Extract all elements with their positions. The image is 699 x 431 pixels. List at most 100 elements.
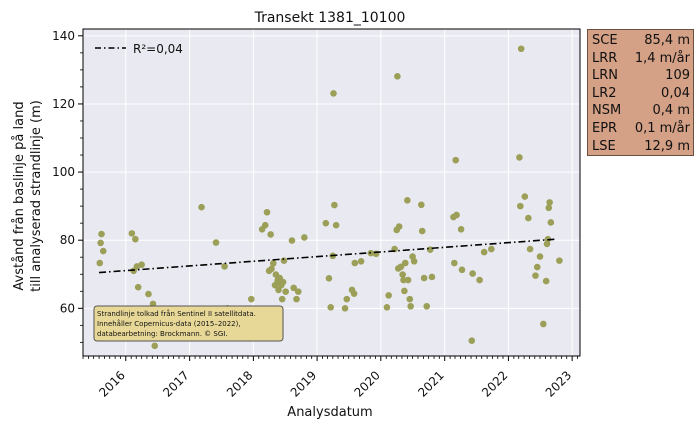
stat-key: LR2 <box>592 85 617 101</box>
data-point <box>99 247 107 255</box>
stat-value: 1,4 m/år <box>634 50 690 66</box>
stat-row-lse: LSE 12,9 m <box>592 138 693 156</box>
legend: R²=0,04 <box>95 42 183 56</box>
stat-row-sce: SCE 85,4 m <box>592 32 693 50</box>
data-point <box>288 237 296 244</box>
statistics-box: SCE 85,4 m LRR 1,4 m/år LRN 109 LR2 0,04… <box>587 29 694 156</box>
y-axis: 60 80 100 120 140 <box>52 29 83 343</box>
data-point <box>521 193 529 200</box>
data-point <box>128 230 136 237</box>
y-tick-label: 60 <box>60 301 75 315</box>
trend-line-path <box>99 238 557 274</box>
data-point <box>134 283 142 291</box>
data-point <box>517 45 525 53</box>
data-point <box>401 287 408 295</box>
data-point <box>385 292 392 299</box>
data-point <box>267 231 274 238</box>
stat-key: NSM <box>592 103 622 119</box>
data-point <box>151 342 159 350</box>
data-point <box>452 156 460 164</box>
data-point <box>540 320 547 328</box>
data-point <box>212 239 220 246</box>
data-point <box>261 221 269 229</box>
data-point <box>458 266 466 274</box>
data-point <box>97 239 104 247</box>
data-point <box>294 288 302 295</box>
stat-key: SCE <box>592 33 618 48</box>
stat-row-epr: EPR 0,1 m/år <box>592 120 693 138</box>
data-point <box>469 270 476 277</box>
data-point <box>516 154 523 161</box>
stat-value: 12,9 m <box>644 138 690 154</box>
data-point <box>406 295 414 303</box>
data-point <box>453 211 460 219</box>
data-point <box>418 201 425 209</box>
y-tick-label: 80 <box>60 233 75 247</box>
data-point <box>547 219 555 226</box>
data-point <box>221 263 228 270</box>
stat-row-lrn: LRN 109 <box>592 67 693 85</box>
x-tick-label: 2017 <box>160 368 191 399</box>
data-point <box>132 235 139 243</box>
data-point <box>301 234 308 241</box>
source-note-line-1: Strandlinje tolkad från Sentinel II sate… <box>97 309 256 318</box>
data-point <box>428 273 436 281</box>
data-point <box>536 253 544 260</box>
y-tick-label: 140 <box>52 29 75 43</box>
data-point <box>457 225 465 233</box>
y-tick-label: 100 <box>52 165 75 179</box>
data-point <box>350 290 358 297</box>
data-point <box>279 278 287 286</box>
data-point <box>247 295 255 303</box>
data-point <box>394 73 401 80</box>
data-point <box>98 230 105 238</box>
x-axis: 2016 2017 2018 2019 2020 2021 2022 2023 <box>82 356 578 400</box>
data-point <box>410 258 418 265</box>
data-point <box>341 305 349 312</box>
data-point <box>418 227 426 235</box>
data-point <box>476 276 483 284</box>
stat-value: 0,1 m/år <box>634 120 690 136</box>
data-point <box>423 302 431 310</box>
data-point <box>400 276 407 284</box>
stat-key: LSE <box>592 138 616 154</box>
x-tick-label: 2023 <box>543 368 574 399</box>
data-point <box>138 261 145 269</box>
x-tick-label: 2018 <box>224 368 255 399</box>
data-point <box>322 219 330 227</box>
data-points <box>96 45 563 350</box>
data-point <box>546 199 553 206</box>
data-point <box>407 302 414 310</box>
stat-row-lr2: LR2 0,04 <box>592 85 693 103</box>
data-point <box>327 303 335 311</box>
stat-value: 0,4 m <box>652 103 690 119</box>
trend-line <box>99 238 557 274</box>
stat-key: LRR <box>592 50 618 66</box>
data-point <box>293 295 300 303</box>
data-point <box>330 90 337 97</box>
plot-frame <box>82 28 581 357</box>
data-point <box>532 272 539 279</box>
y-axis-label-line-1: Avstånd från baslinje på land <box>12 101 27 290</box>
stat-key: EPR <box>592 120 618 136</box>
stat-key: LRN <box>592 68 618 84</box>
chart-title: Transekt 1381_10100 <box>254 10 406 26</box>
source-note: Strandlinje tolkad från Sentinel II sate… <box>93 305 284 342</box>
data-point <box>545 204 553 212</box>
y-axis-label-line-2: till analyserad strandlinje (m) <box>29 100 44 292</box>
data-point <box>96 259 104 267</box>
data-point <box>383 303 391 311</box>
plot-area <box>83 29 580 356</box>
data-point <box>399 271 406 278</box>
data-point <box>542 277 550 285</box>
stat-value: 109 <box>665 68 690 84</box>
x-tick-label: 2020 <box>351 368 382 399</box>
data-point <box>420 274 428 282</box>
data-point <box>556 257 563 264</box>
data-point <box>488 245 495 253</box>
source-note-box <box>93 305 284 342</box>
legend-trend-label: R²=0,04 <box>133 42 183 56</box>
data-point <box>331 201 338 209</box>
data-point <box>395 223 403 230</box>
x-tick-label: 2016 <box>96 368 127 399</box>
